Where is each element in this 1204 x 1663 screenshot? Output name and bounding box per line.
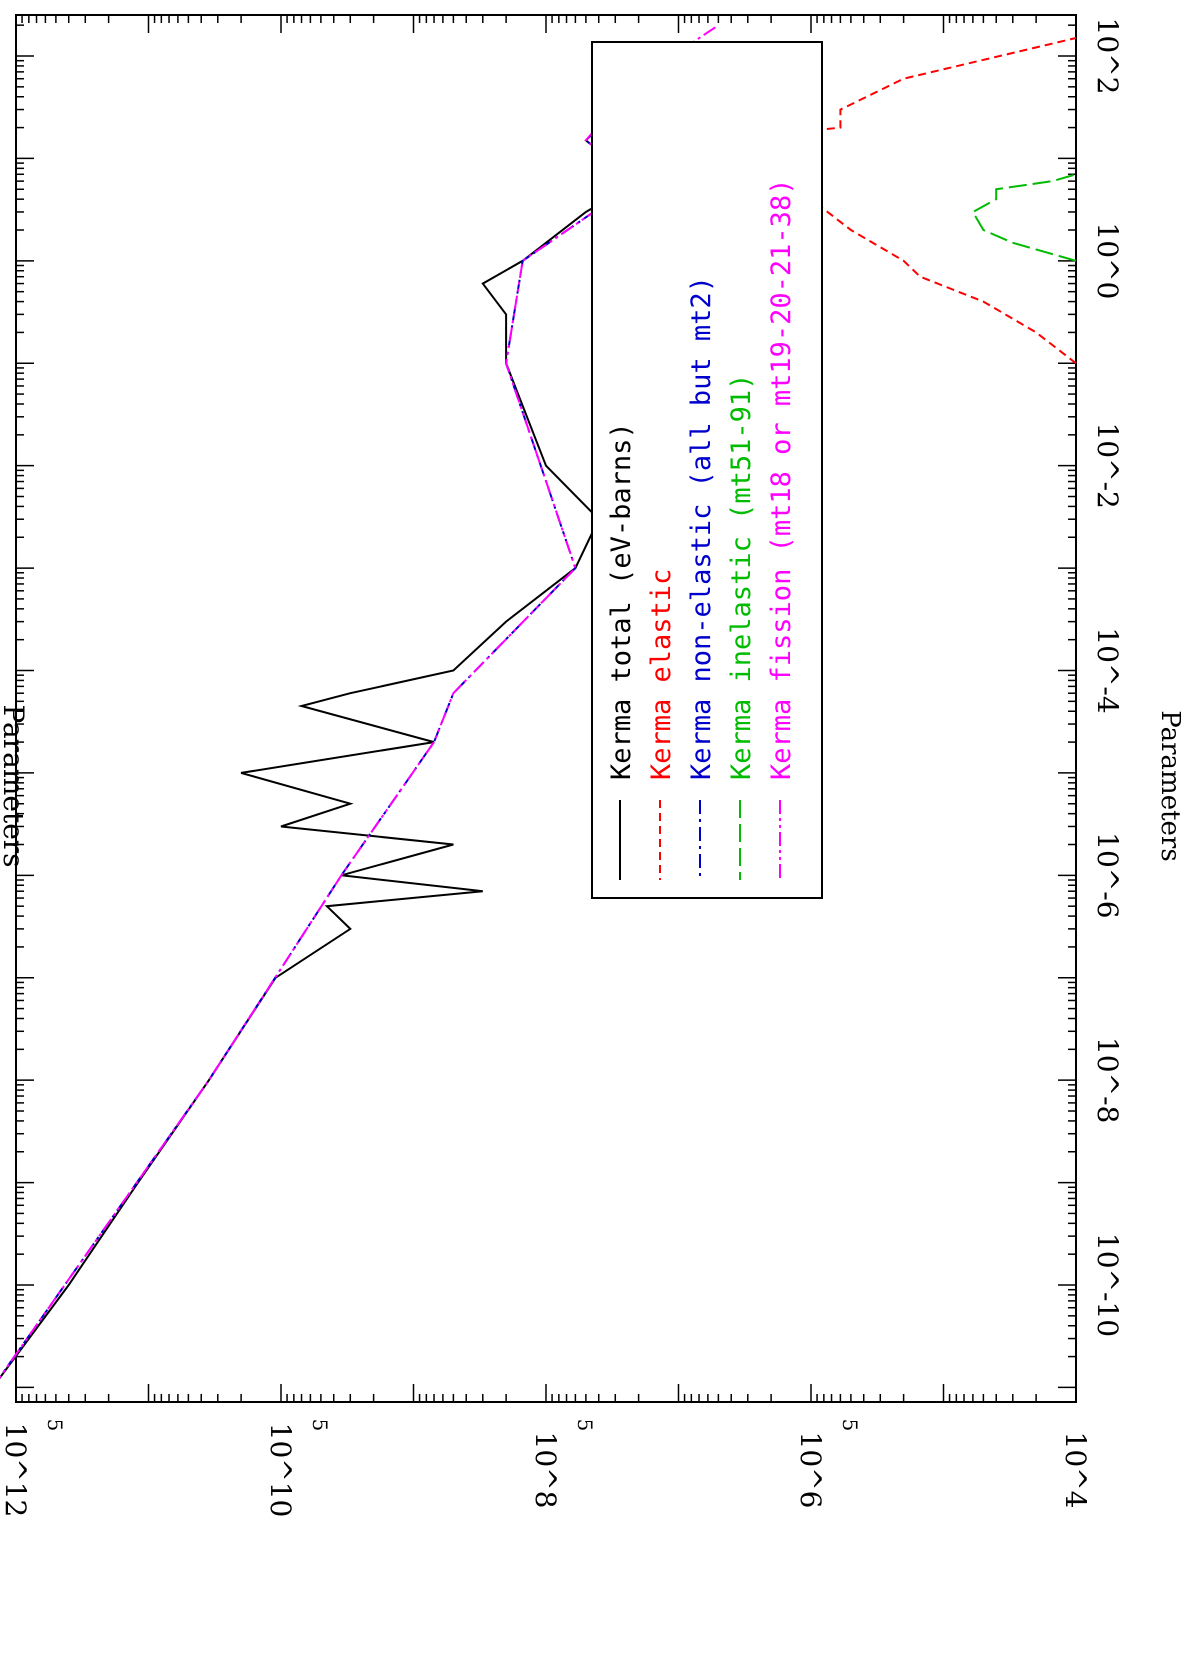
y-axis-label: Parameters	[1155, 710, 1185, 861]
legend-label: Kerma total (eV-barns)	[606, 422, 637, 780]
y-tick-label: 10^10	[264, 1423, 297, 1518]
axis-ticks	[15, 15, 1077, 1402]
y-tick-label: 10^4	[1059, 1432, 1092, 1509]
series-line-kerma-inelastic-mt51-91	[971, 173, 1077, 262]
y-minor-tick-label: 5	[838, 1419, 862, 1432]
series-line-kerma-total-ev-barns	[0, 43, 680, 1380]
plot-frame	[15, 14, 1077, 1403]
legend-label: Kerma inelastic (mt51-91)	[726, 374, 757, 780]
y-tick-label: 10^12	[0, 1423, 32, 1518]
x-tick-label: 10^-10	[1091, 1233, 1124, 1337]
y-tick-label: 10^6	[794, 1432, 827, 1509]
legend: Kerma total (eV-barns) Kerma elastic Kerma…	[591, 41, 823, 899]
y-minor-tick-label: 5	[43, 1419, 67, 1432]
series-line-kerma-fission-mt18-or-mt19-20-21-38	[0, 24, 719, 1379]
x-tick-label: 10^-2	[1091, 422, 1124, 508]
y-minor-tick-label: 5	[573, 1419, 597, 1432]
legend-label: Kerma elastic	[646, 569, 677, 780]
x-tick-label: 10^0	[1091, 222, 1124, 299]
y-minor-tick-label: 5	[308, 1419, 332, 1432]
x-tick-label: 10^-4	[1091, 627, 1124, 713]
x-tick-label: 10^2	[1091, 18, 1124, 95]
legend-box	[591, 41, 823, 899]
tick-labels: 10^-10 10^-8 10^-6 10^-4 10^-2 10^0 10^2 10^4 10…	[0, 18, 1124, 1518]
legend-label: Kerma non-elastic (all but mt2)	[686, 276, 717, 780]
y-tick-label: 10^8	[529, 1432, 562, 1509]
x-tick-label: 10^-6	[1091, 832, 1124, 918]
legend-label: Kerma fission (mt18 or mt19-20-21-38)	[766, 179, 797, 780]
series-layer	[0, 24, 1077, 1380]
x-tick-label: 10^-8	[1091, 1037, 1124, 1123]
chart-title: Parameters	[0, 704, 30, 867]
